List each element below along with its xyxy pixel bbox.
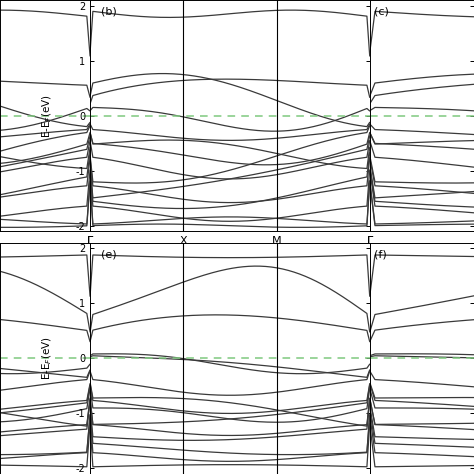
Y-axis label: E-E$_F$(eV): E-E$_F$(eV) [40, 93, 54, 137]
Text: (c): (c) [374, 7, 389, 17]
Text: (e): (e) [101, 250, 117, 260]
Text: (b): (b) [101, 7, 117, 17]
Text: (f): (f) [374, 250, 387, 260]
Y-axis label: E-E$_F$(eV): E-E$_F$(eV) [40, 337, 54, 381]
